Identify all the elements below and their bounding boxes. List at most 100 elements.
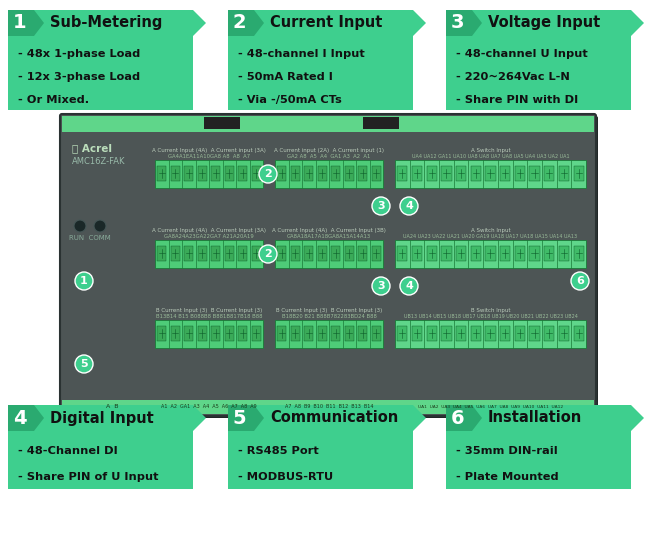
FancyBboxPatch shape bbox=[441, 326, 451, 341]
Text: A7  A8  B9  B10  B11  B12  B13  B14: A7 A8 B9 B10 B11 B12 B13 B14 bbox=[285, 404, 373, 410]
FancyBboxPatch shape bbox=[371, 165, 381, 181]
FancyBboxPatch shape bbox=[485, 246, 496, 261]
FancyBboxPatch shape bbox=[331, 246, 341, 261]
Text: - Plate Mounted: - Plate Mounted bbox=[456, 472, 559, 482]
FancyBboxPatch shape bbox=[331, 165, 341, 181]
Polygon shape bbox=[254, 405, 426, 431]
FancyBboxPatch shape bbox=[252, 246, 261, 261]
Polygon shape bbox=[254, 10, 426, 36]
FancyBboxPatch shape bbox=[559, 246, 569, 261]
FancyBboxPatch shape bbox=[500, 246, 510, 261]
FancyBboxPatch shape bbox=[157, 246, 166, 261]
FancyBboxPatch shape bbox=[529, 165, 540, 181]
Text: 2: 2 bbox=[264, 249, 272, 259]
Circle shape bbox=[372, 277, 390, 295]
Polygon shape bbox=[8, 10, 44, 36]
FancyBboxPatch shape bbox=[412, 246, 422, 261]
Text: GA2 A8  A5  A4  GA1 A3  A2  A1: GA2 A8 A5 A4 GA1 A3 A2 A1 bbox=[288, 154, 371, 159]
Circle shape bbox=[75, 355, 93, 373]
FancyBboxPatch shape bbox=[8, 431, 193, 489]
FancyBboxPatch shape bbox=[318, 326, 327, 341]
FancyBboxPatch shape bbox=[412, 326, 422, 341]
Text: B Current Input (3)  B Current Input (3): B Current Input (3) B Current Input (3) bbox=[276, 308, 382, 313]
FancyBboxPatch shape bbox=[515, 326, 525, 341]
FancyBboxPatch shape bbox=[395, 320, 586, 348]
FancyBboxPatch shape bbox=[574, 246, 584, 261]
Text: 1: 1 bbox=[80, 276, 88, 286]
Text: GA4A1EA11A10GA8 A8  A8  A7: GA4A1EA11A10GA8 A8 A8 A7 bbox=[168, 154, 250, 159]
FancyBboxPatch shape bbox=[198, 165, 207, 181]
FancyBboxPatch shape bbox=[318, 246, 327, 261]
Text: 3: 3 bbox=[451, 13, 464, 32]
Text: AMC16Z-FAK: AMC16Z-FAK bbox=[72, 157, 126, 167]
Text: B Switch Input: B Switch Input bbox=[471, 308, 510, 313]
FancyBboxPatch shape bbox=[204, 117, 240, 129]
Polygon shape bbox=[446, 10, 482, 36]
FancyBboxPatch shape bbox=[238, 165, 248, 181]
Circle shape bbox=[75, 272, 93, 290]
Text: 4: 4 bbox=[405, 281, 413, 291]
Text: A Switch Input: A Switch Input bbox=[471, 228, 510, 233]
FancyBboxPatch shape bbox=[170, 246, 180, 261]
FancyBboxPatch shape bbox=[291, 246, 300, 261]
Circle shape bbox=[400, 277, 418, 295]
Text: Current Input: Current Input bbox=[270, 16, 383, 31]
FancyBboxPatch shape bbox=[198, 246, 207, 261]
FancyBboxPatch shape bbox=[397, 246, 407, 261]
Circle shape bbox=[74, 220, 86, 232]
FancyBboxPatch shape bbox=[331, 326, 341, 341]
FancyBboxPatch shape bbox=[277, 165, 286, 181]
FancyBboxPatch shape bbox=[574, 165, 584, 181]
FancyBboxPatch shape bbox=[304, 326, 314, 341]
Text: - MODBUS-RTU: - MODBUS-RTU bbox=[238, 472, 333, 482]
FancyBboxPatch shape bbox=[228, 36, 413, 110]
Text: UB13 UB14 UB15 UB18 UB17 UB18 UB19 UB20 UB21 UB22 UB23 UB24: UB13 UB14 UB15 UB18 UB17 UB18 UB19 UB20 … bbox=[403, 314, 578, 319]
Text: - 12x 3-phase Load: - 12x 3-phase Load bbox=[18, 72, 140, 82]
Text: 4: 4 bbox=[405, 201, 413, 211]
FancyBboxPatch shape bbox=[277, 326, 286, 341]
FancyBboxPatch shape bbox=[529, 326, 540, 341]
FancyBboxPatch shape bbox=[62, 400, 594, 414]
FancyBboxPatch shape bbox=[395, 160, 586, 188]
FancyBboxPatch shape bbox=[426, 246, 437, 261]
FancyBboxPatch shape bbox=[441, 246, 451, 261]
FancyBboxPatch shape bbox=[345, 165, 354, 181]
Text: UA1  UA2  UA3  UA4  UA5  UA6  UA7  UA8  UA9  UA10  UA11  UA12: UA1 UA2 UA3 UA4 UA5 UA6 UA7 UA8 UA9 UA10… bbox=[418, 405, 563, 409]
FancyBboxPatch shape bbox=[60, 114, 596, 416]
Text: A Current Input (4A)  A Current input (3A): A Current Input (4A) A Current input (3A… bbox=[152, 148, 266, 153]
FancyBboxPatch shape bbox=[500, 165, 510, 181]
Polygon shape bbox=[472, 405, 644, 431]
FancyBboxPatch shape bbox=[485, 165, 496, 181]
Polygon shape bbox=[228, 10, 264, 36]
FancyBboxPatch shape bbox=[412, 165, 422, 181]
FancyBboxPatch shape bbox=[198, 326, 207, 341]
FancyBboxPatch shape bbox=[574, 326, 584, 341]
FancyBboxPatch shape bbox=[157, 165, 166, 181]
FancyBboxPatch shape bbox=[155, 320, 263, 348]
Text: GA8A24A23GA22GA7 A21A20A19: GA8A24A23GA22GA7 A21A20A19 bbox=[164, 234, 254, 239]
FancyBboxPatch shape bbox=[225, 246, 234, 261]
FancyBboxPatch shape bbox=[441, 165, 451, 181]
Polygon shape bbox=[34, 405, 206, 431]
FancyBboxPatch shape bbox=[544, 246, 554, 261]
Text: - Share PIN of U Input: - Share PIN of U Input bbox=[18, 472, 159, 482]
FancyBboxPatch shape bbox=[426, 165, 437, 181]
Text: GA8A18A17A18GA8A15A14A13: GA8A18A17A18GA8A15A14A13 bbox=[287, 234, 371, 239]
FancyBboxPatch shape bbox=[446, 36, 631, 110]
Text: Digital Input: Digital Input bbox=[50, 411, 154, 425]
FancyBboxPatch shape bbox=[397, 165, 407, 181]
Text: - 35mm DIN-rail: - 35mm DIN-rail bbox=[456, 446, 558, 457]
Polygon shape bbox=[446, 405, 482, 431]
FancyBboxPatch shape bbox=[275, 240, 383, 268]
FancyBboxPatch shape bbox=[291, 165, 300, 181]
FancyBboxPatch shape bbox=[371, 246, 381, 261]
FancyBboxPatch shape bbox=[471, 165, 481, 181]
FancyBboxPatch shape bbox=[371, 326, 381, 341]
Circle shape bbox=[571, 272, 589, 290]
Text: - 50mA Rated I: - 50mA Rated I bbox=[238, 72, 333, 82]
FancyBboxPatch shape bbox=[62, 116, 598, 418]
Text: ⌗ Acrel: ⌗ Acrel bbox=[72, 143, 112, 153]
Text: B18B20 B21 B88B782283BD24 B88: B18B20 B21 B88B782283BD24 B88 bbox=[282, 314, 377, 319]
FancyBboxPatch shape bbox=[485, 326, 496, 341]
FancyBboxPatch shape bbox=[515, 246, 525, 261]
